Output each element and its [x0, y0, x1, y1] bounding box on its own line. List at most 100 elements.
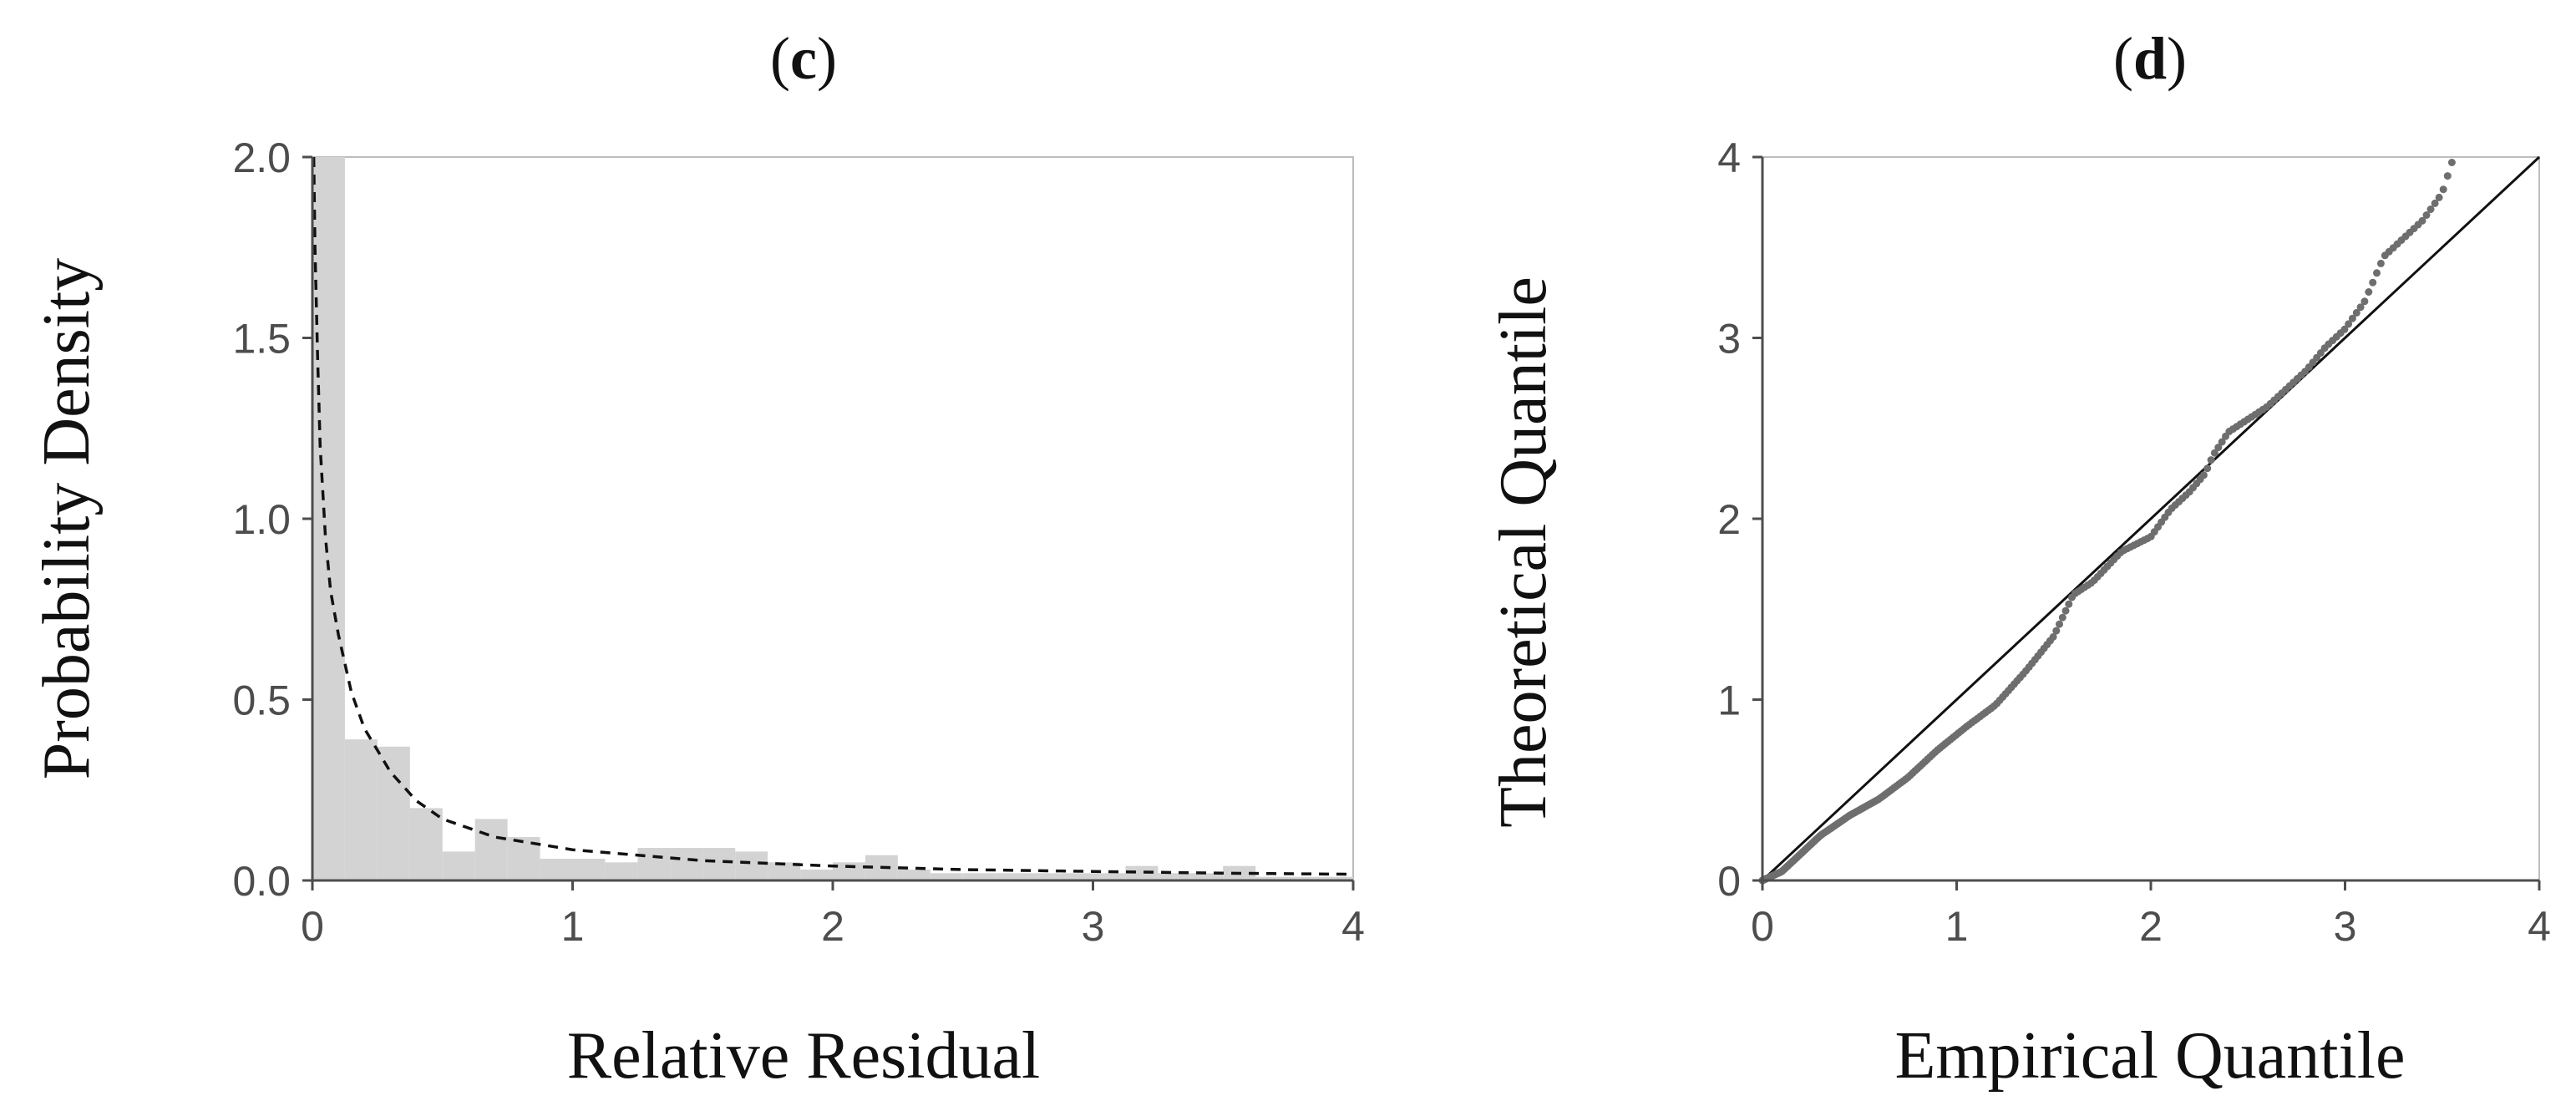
- qq-point: [2422, 211, 2431, 219]
- histogram-bar: [1125, 865, 1159, 880]
- qq-point: [2214, 444, 2223, 452]
- y-tick-label: 2.0: [232, 134, 291, 181]
- histogram-bar: [962, 873, 996, 880]
- qq-point: [2056, 620, 2063, 628]
- panel-c-title-close: ): [817, 25, 837, 92]
- qq-point: [2218, 438, 2226, 446]
- qq-point: [2049, 633, 2057, 641]
- qq-point: [2348, 314, 2356, 322]
- panel-d-x-axis-title: Empirical Quantile: [1895, 1019, 2406, 1093]
- histogram-bar: [605, 862, 638, 880]
- histogram-bar: [1093, 873, 1126, 880]
- panel-d-y-axis-title: Theoretical Quantile: [1487, 276, 1560, 828]
- histogram-bar: [1255, 876, 1289, 880]
- panel-d-title-close: ): [2167, 25, 2187, 92]
- panel-d-points: [1758, 159, 2456, 885]
- panel-c-y-axis-title: Probability Density: [30, 258, 104, 779]
- histogram-bar: [1060, 873, 1093, 880]
- histogram-bar: [995, 873, 1028, 880]
- y-tick-label: 0: [1717, 858, 1741, 905]
- x-tick-label: 0: [1751, 903, 1774, 950]
- qq-point: [2369, 278, 2377, 287]
- x-tick-label: 2: [2139, 903, 2163, 950]
- histogram-bar: [442, 851, 475, 880]
- qq-point: [2052, 627, 2061, 635]
- histogram-bar: [833, 862, 865, 880]
- qq-point: [2210, 449, 2219, 457]
- panel-c: (c) 0 1 2 3 4 0.0 0.5 1.0 1.5 2.0 Relative Resid…: [30, 25, 1365, 1093]
- histogram-bar: [768, 862, 801, 880]
- histogram-bar: [572, 859, 606, 880]
- panel-c-fitted-curve: [312, 156, 1354, 876]
- qq-point: [2443, 172, 2452, 180]
- qq-point: [2065, 600, 2073, 608]
- qq-point: [2203, 464, 2212, 473]
- x-tick-label: 3: [1082, 903, 1105, 950]
- qq-point: [2365, 288, 2373, 296]
- qq-point: [2376, 259, 2385, 267]
- y-tick-label: 1.0: [232, 496, 291, 543]
- panel-c-frame: [312, 156, 1354, 881]
- x-tick-label: 1: [561, 903, 585, 950]
- y-tick-label: 3: [1717, 316, 1741, 363]
- panel-d-title: (d): [2113, 25, 2187, 92]
- y-tick-label: 0.0: [232, 858, 291, 905]
- histogram-bar: [540, 859, 573, 880]
- panel-d: (d) 0 1 2 3 4 0 1 2 3 4 Empirical Quantile Theor…: [1487, 25, 2551, 1093]
- histogram-bar: [1027, 873, 1061, 880]
- histogram-bar: [409, 808, 443, 880]
- panel-c-title-letter: c: [790, 25, 817, 92]
- y-tick-label: 1.5: [232, 316, 291, 363]
- histogram-bar: [1158, 873, 1191, 880]
- qq-point: [2418, 216, 2426, 225]
- qq-point: [2447, 159, 2456, 166]
- histogram-bar: [1190, 873, 1224, 880]
- qq-point: [2352, 308, 2360, 317]
- histogram-bar: [800, 870, 833, 880]
- qq-point: [2340, 325, 2349, 333]
- qq-point: [2373, 269, 2381, 277]
- qq-point: [2439, 185, 2447, 194]
- histogram-bar: [930, 873, 963, 880]
- x-tick-label: 4: [1341, 903, 1365, 950]
- qq-point: [2360, 297, 2369, 306]
- panel-d-title-letter: d: [2133, 25, 2167, 92]
- y-tick-label: 1: [1717, 677, 1741, 724]
- histogram-bar: [377, 746, 410, 880]
- qq-point: [2199, 471, 2208, 479]
- x-tick-label: 4: [2528, 903, 2551, 950]
- panel-d-x-ticks: 0 1 2 3 4: [1751, 880, 2551, 950]
- qq-point: [2435, 193, 2443, 201]
- panel-d-title-open: (: [2113, 25, 2133, 92]
- histogram-bar: [670, 848, 703, 880]
- qq-point: [2061, 606, 2070, 615]
- panel-c-x-axis-title: Relative Residual: [567, 1019, 1041, 1093]
- histogram-bar: [1288, 876, 1321, 880]
- histogram-bar: [735, 851, 768, 880]
- qq-point: [2207, 456, 2215, 464]
- panel-d-y-ticks: 0 1 2 3 4: [1717, 134, 1762, 905]
- panel-c-x-ticks: 0 1 2 3 4: [301, 880, 1365, 950]
- x-tick-label: 0: [301, 903, 324, 950]
- histogram-bar: [637, 848, 671, 880]
- qq-point: [2345, 320, 2353, 328]
- panel-c-y-ticks: 0.0 0.5 1.0 1.5 2.0: [232, 134, 312, 905]
- x-tick-label: 3: [2334, 903, 2357, 950]
- panel-c-bars: [312, 157, 1353, 880]
- panel-d-reference-line: [1761, 155, 2541, 882]
- histogram-bar: [897, 870, 931, 880]
- panel-c-title: (c): [770, 25, 837, 92]
- qq-point: [2058, 613, 2066, 621]
- histogram-bar: [702, 848, 736, 880]
- y-tick-label: 0.5: [232, 677, 291, 724]
- qq-point: [2356, 303, 2365, 312]
- qq-point: [2426, 205, 2435, 213]
- qq-point: [2431, 199, 2439, 207]
- x-tick-label: 2: [821, 903, 844, 950]
- x-tick-label: 1: [1945, 903, 1969, 950]
- histogram-bar: [344, 739, 378, 880]
- y-tick-label: 4: [1717, 134, 1741, 181]
- histogram-bar: [474, 819, 508, 880]
- panel-c-title-open: (: [770, 25, 790, 92]
